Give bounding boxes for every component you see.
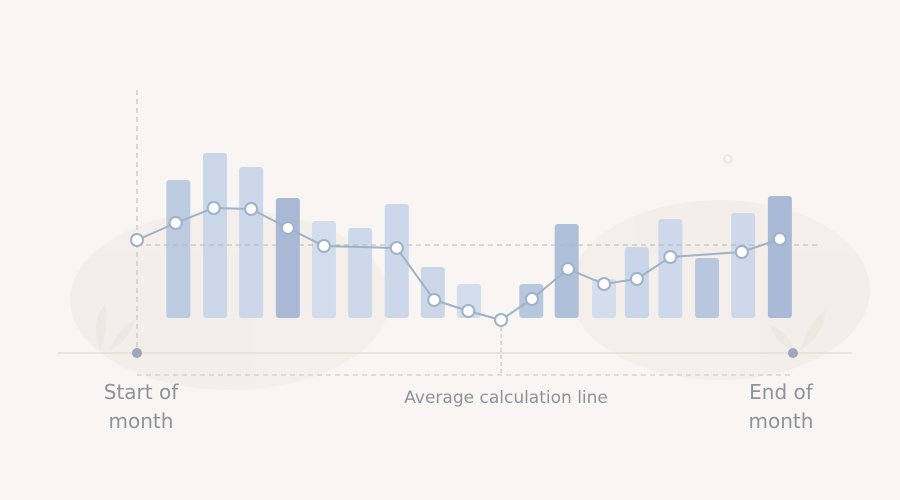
- bar: [239, 167, 264, 318]
- tick-marker: [788, 348, 798, 358]
- x-tick-label: End of month: [748, 380, 814, 433]
- bar: [592, 279, 617, 318]
- bar: [166, 180, 191, 318]
- point: [494, 313, 509, 327]
- point: [461, 304, 476, 318]
- bar: [384, 204, 409, 318]
- point: [427, 293, 442, 307]
- average-label: Average calculation line: [404, 388, 608, 408]
- bar: [695, 258, 720, 318]
- x-tick-label: Start of month: [103, 380, 179, 433]
- point: [734, 245, 749, 259]
- point: [560, 262, 575, 276]
- point: [168, 216, 183, 230]
- point: [130, 233, 144, 247]
- point: [524, 292, 539, 306]
- point: [244, 202, 259, 216]
- point: [280, 221, 295, 235]
- point: [316, 239, 331, 253]
- bar: [658, 219, 683, 318]
- point: [772, 232, 787, 246]
- point: [206, 201, 221, 215]
- tick-marker: [132, 348, 142, 358]
- bar: [311, 221, 336, 318]
- point: [597, 277, 612, 291]
- bar: [731, 213, 756, 318]
- bar: [275, 198, 300, 318]
- bar: [348, 228, 373, 318]
- point: [663, 250, 678, 264]
- bar: [203, 153, 228, 318]
- bar: [767, 196, 792, 318]
- bar: [420, 267, 445, 318]
- point: [389, 241, 404, 255]
- point: [629, 272, 644, 286]
